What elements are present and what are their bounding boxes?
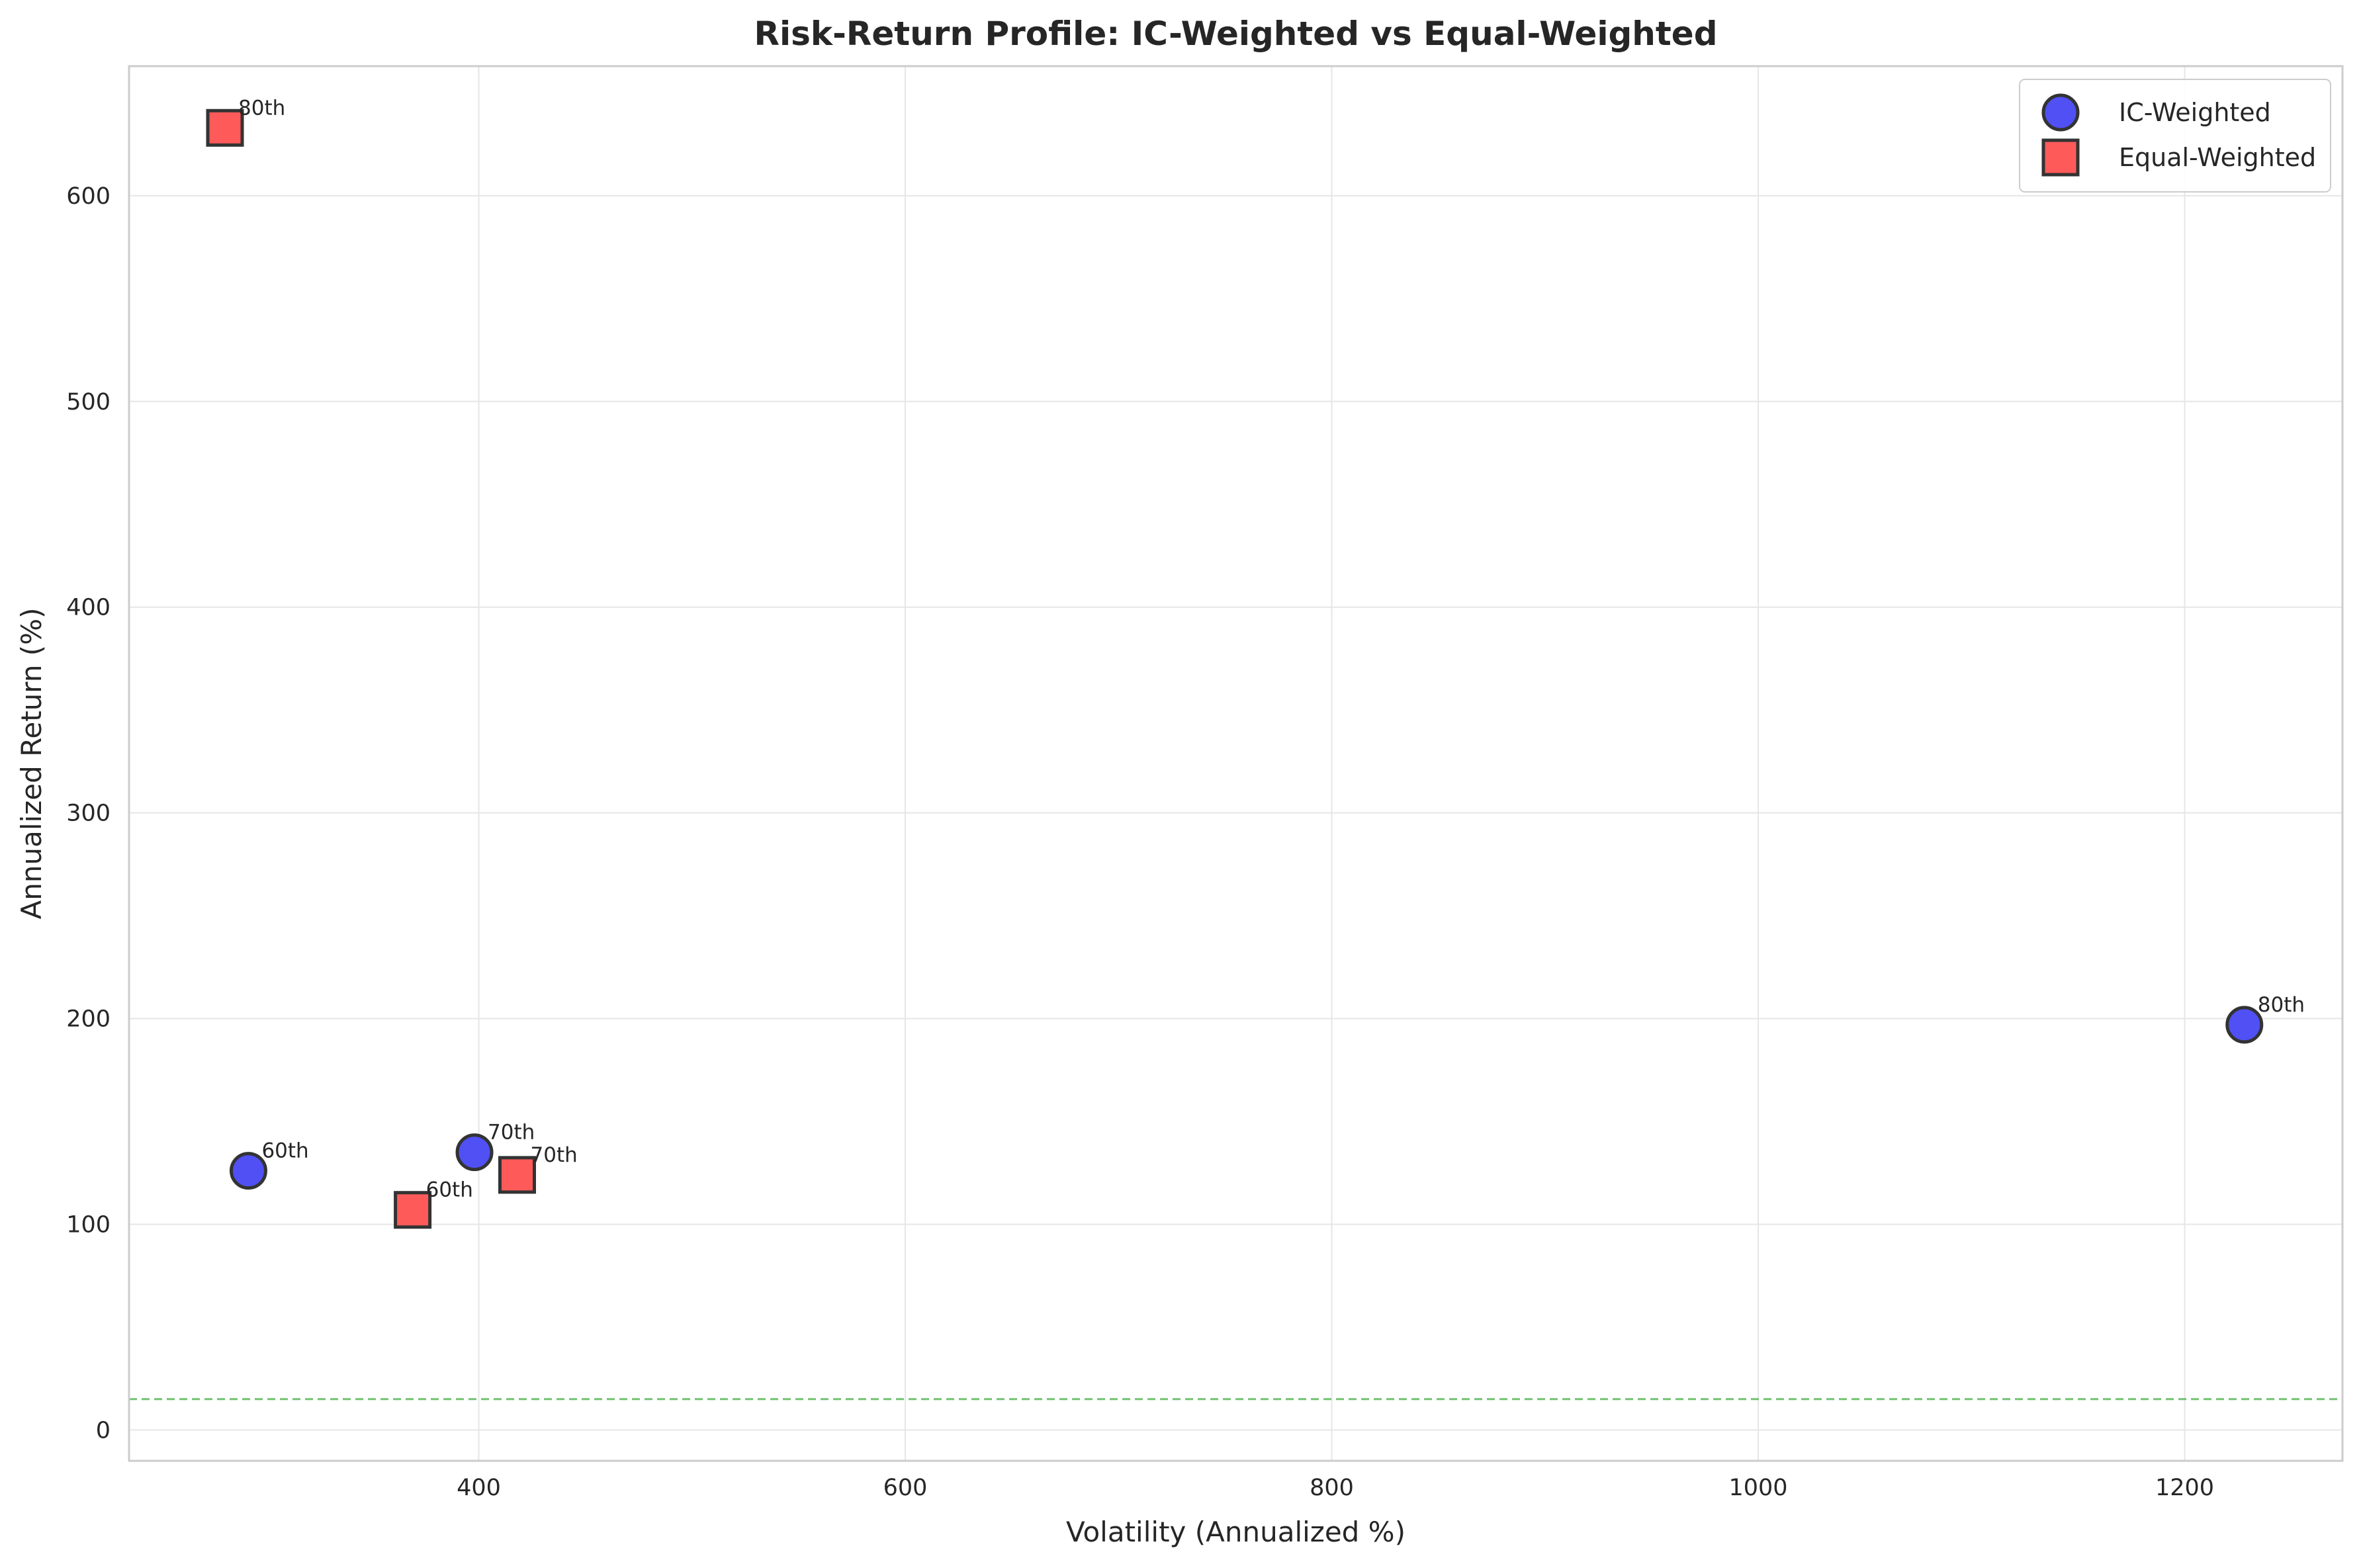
chart-title: Risk-Return Profile: IC-Weighted vs Equa… [754,15,1717,53]
x-tick-label: 1000 [1728,1475,1787,1501]
x-tick-label: 600 [883,1475,928,1501]
tick-labels: 400 600 800 1000 1200 0 100 200 300 400 500 600 [66,183,2214,1501]
x-tick-label: 400 [457,1475,501,1501]
ic-weighted-point [2225,1006,2264,1044]
point-label: 60th [261,1139,308,1163]
ic-weighted-point [229,1152,267,1190]
point-label: 80th [2258,993,2305,1017]
legend-marker-ic-weighted [2041,93,2080,132]
x-tick-label: 800 [1310,1475,1354,1501]
ic-weighted-point [455,1133,494,1172]
y-tick-label: 600 [66,183,111,210]
legend: IC-Weighted Equal-Weighted [2019,79,2331,193]
y-tick-label: 400 [66,595,111,621]
point-label: 60th [426,1178,473,1202]
equal-weighted-point [498,1156,537,1194]
series-equal-weighted: 60th 70th 80th [206,96,578,1229]
y-tick-label: 200 [66,1006,111,1033]
y-tick-label: 100 [66,1211,111,1238]
legend-box [2019,79,2331,193]
point-label: 70th [531,1143,578,1167]
point-label: 70th [488,1121,535,1145]
plot-frame [128,65,2344,1462]
y-axis-label: Annualized Return (%) [15,608,48,920]
equal-weighted-point [206,109,244,147]
x-tick-label: 1200 [2155,1475,2214,1501]
equal-weighted-point [394,1191,432,1229]
y-tick-label: 300 [66,801,111,827]
y-tick-label: 500 [66,389,111,415]
legend-label: IC-Weighted [2119,98,2271,127]
legend-marker-equal-weighted [2041,138,2080,177]
y-tick-label: 0 [96,1417,111,1444]
data-points: 60th 70th 80th 60th 70th 80th [206,96,2305,1229]
x-axis-label: Volatility (Annualized %) [1066,1516,1405,1548]
legend-label: Equal-Weighted [2119,143,2316,172]
series-ic-weighted: 60th 70th 80th [229,993,2305,1190]
point-label: 80th [238,96,285,120]
grid [129,66,2342,1461]
